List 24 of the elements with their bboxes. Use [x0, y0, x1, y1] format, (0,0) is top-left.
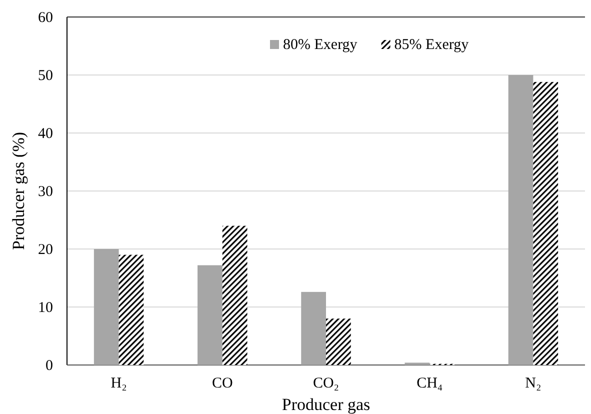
bar	[118, 254, 144, 365]
x-tick-label: N₂	[525, 376, 542, 392]
y-tick-label: 40	[38, 126, 53, 142]
bar	[508, 75, 534, 365]
y-tick-label: 10	[38, 300, 53, 316]
legend-label: 85% Exergy	[394, 37, 470, 53]
bar	[222, 226, 248, 365]
x-axis-title: Producer gas	[282, 395, 370, 414]
y-tick-label: 0	[46, 358, 53, 374]
x-tick-label: CO	[212, 376, 233, 392]
bar	[301, 292, 326, 365]
x-tick-label: H₂	[110, 376, 127, 392]
x-tick-label: CO₂	[312, 376, 340, 392]
bar	[326, 318, 351, 365]
y-tick-label: 60	[38, 10, 53, 26]
bar	[94, 249, 119, 365]
legend-label: 80% Exergy	[283, 37, 358, 53]
y-tick-label: 20	[38, 242, 53, 258]
y-tick-label: 50	[38, 68, 53, 84]
bar	[198, 265, 222, 365]
y-tick-label: 30	[38, 184, 53, 200]
bar	[533, 82, 558, 365]
y-axis-title: Producer gas (%)	[9, 132, 28, 250]
x-tick-label: CH₄	[416, 376, 443, 392]
